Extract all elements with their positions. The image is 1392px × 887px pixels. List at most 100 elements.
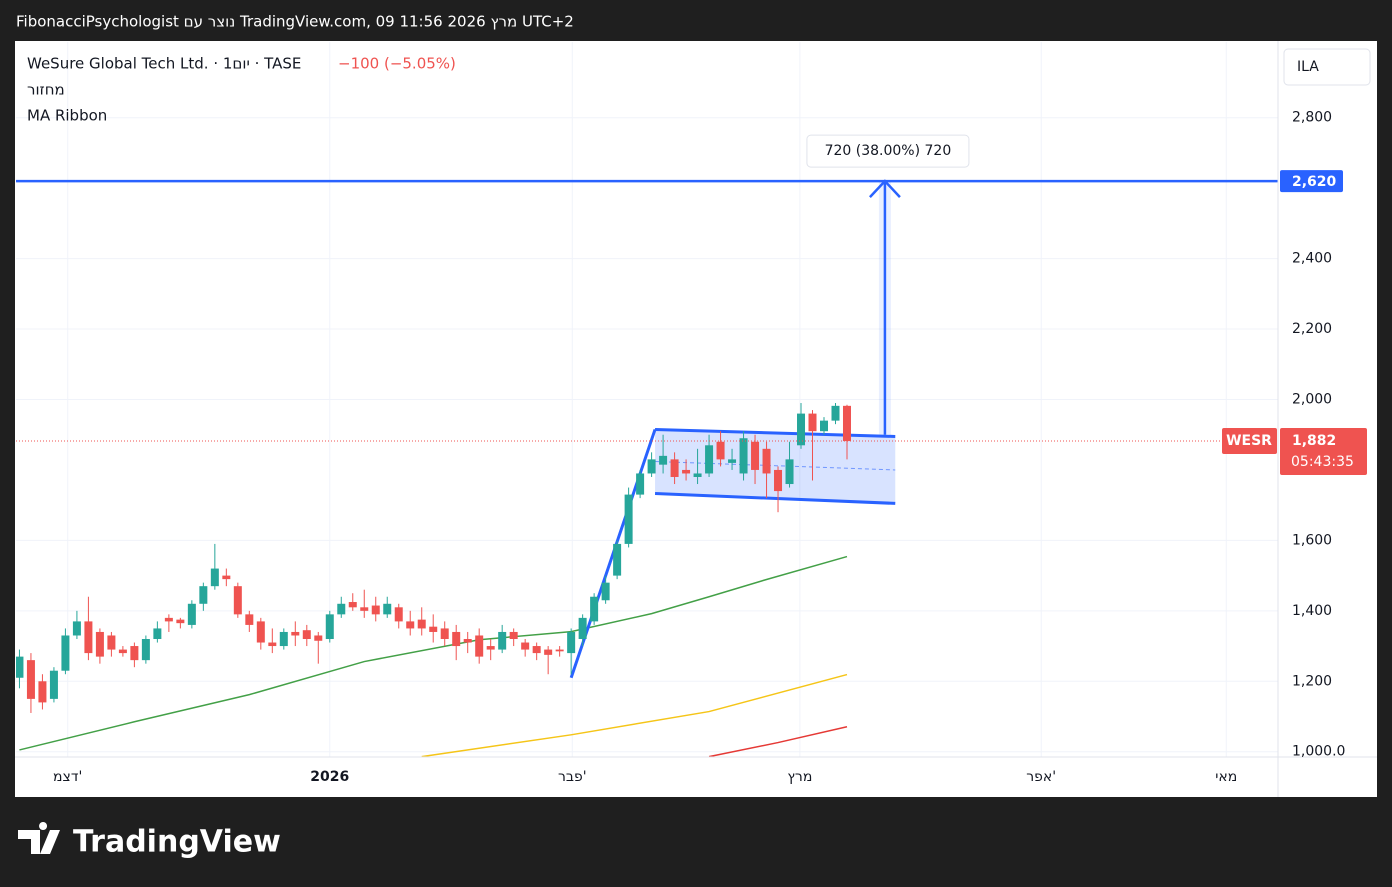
y-tick-label: 2,400	[1292, 251, 1332, 267]
moving-average	[708, 725, 848, 757]
logo-icon	[18, 822, 60, 854]
candle-body	[291, 631, 300, 636]
candle-body	[498, 631, 507, 650]
candle-body	[130, 646, 139, 661]
currency-box[interactable]	[1283, 48, 1371, 86]
price-label-box	[1280, 428, 1367, 476]
candle-body	[601, 582, 610, 601]
y-tick-label: 2,800	[1292, 110, 1332, 126]
change: −100 (−5.05%)	[338, 55, 456, 73]
candle-body	[739, 438, 748, 474]
candle-body	[383, 603, 392, 615]
candle-body	[509, 631, 518, 640]
moving-average	[421, 673, 848, 757]
flag-line	[654, 492, 896, 505]
candle-body	[371, 605, 380, 615]
y-tick-label: 1,400	[1292, 603, 1332, 619]
chart-title: WeSure Global Tech Ltd. · 1יום · TASE	[27, 55, 301, 73]
candle-body	[337, 603, 346, 615]
candle-body	[222, 575, 231, 580]
candle-body	[417, 619, 426, 629]
candle-body	[624, 494, 633, 544]
candle-body	[647, 459, 656, 474]
candle-body	[682, 469, 691, 474]
candle-body	[636, 473, 645, 495]
level-label-box	[1280, 170, 1343, 193]
candle-body	[325, 614, 334, 640]
ticker-box	[1222, 428, 1277, 455]
candle-body	[84, 621, 93, 654]
candle-body	[475, 635, 484, 657]
x-tick-label: 2026	[310, 769, 349, 785]
candle-body	[831, 405, 840, 421]
candle-body	[153, 628, 162, 640]
candle-body	[107, 635, 116, 650]
candle-body	[440, 628, 449, 640]
price-label: 1,882	[1292, 433, 1336, 449]
candle-body	[521, 642, 530, 650]
candle-body	[693, 473, 702, 477]
candle-body	[210, 568, 219, 587]
candle-body	[785, 459, 794, 485]
indicator: MA Ribbon	[27, 107, 107, 125]
candle-body	[762, 448, 771, 474]
y-tick-label: 1,000.0	[1292, 744, 1345, 760]
countdown: 05:43:35	[1291, 454, 1354, 470]
candle-body	[555, 649, 564, 652]
candle-body	[751, 441, 760, 470]
candle-body	[659, 455, 668, 465]
candle-body	[233, 586, 242, 615]
x-tick-label: דצמ'	[53, 769, 82, 785]
candle-body	[532, 646, 541, 654]
candle-body	[797, 413, 806, 446]
candle-body	[95, 631, 104, 657]
measure-label-box	[806, 134, 970, 168]
candle-body	[26, 660, 35, 699]
x-tick-label: מרץ	[787, 769, 812, 785]
candle-body	[245, 614, 254, 625]
candle-body	[578, 617, 587, 640]
candle-body	[728, 459, 737, 463]
candle-body	[360, 607, 369, 611]
candle-body	[670, 459, 679, 477]
x-tick-label: פבר'	[558, 769, 587, 785]
candle-body	[187, 603, 196, 625]
candle-body	[302, 630, 311, 640]
y-tick-label: 2,000	[1292, 392, 1332, 408]
candle-body	[141, 639, 150, 661]
x-tick-label: אפר'	[1026, 769, 1056, 785]
flag-fill	[655, 429, 896, 504]
candle-body	[842, 405, 851, 442]
header: FibonacciPsychologist נוצר עם TradingVie…	[16, 13, 574, 31]
candle-body	[705, 445, 714, 474]
candle-body	[72, 621, 81, 636]
arrow-head	[869, 179, 901, 198]
candle-body	[314, 635, 323, 641]
brand: TradingView	[73, 825, 281, 860]
candle-body	[774, 469, 783, 492]
measure-label: 720 (38.00%) 720	[825, 143, 952, 159]
candle-body	[394, 607, 403, 622]
indicator: מחזור	[27, 81, 65, 99]
candle-body	[808, 413, 817, 432]
candle-body	[164, 617, 173, 622]
candle-body	[348, 602, 357, 608]
candle-body	[199, 586, 208, 604]
chart-panel	[15, 41, 1377, 797]
candle-body	[486, 646, 495, 650]
candle-body	[268, 642, 277, 647]
y-tick-label: 2,200	[1292, 321, 1332, 337]
candle-body	[716, 441, 725, 460]
candle-body	[176, 619, 185, 624]
level-label: 2,620	[1292, 174, 1337, 190]
y-tick-label: 1,200	[1292, 673, 1332, 689]
candle-body	[49, 670, 58, 699]
candle-body	[613, 543, 622, 576]
flag-line	[655, 427, 896, 438]
candle-body	[463, 639, 472, 643]
y-tick-label: 1,600	[1292, 532, 1332, 548]
candle-body	[590, 596, 599, 622]
candle-body	[61, 635, 70, 671]
candle-body	[118, 649, 127, 654]
